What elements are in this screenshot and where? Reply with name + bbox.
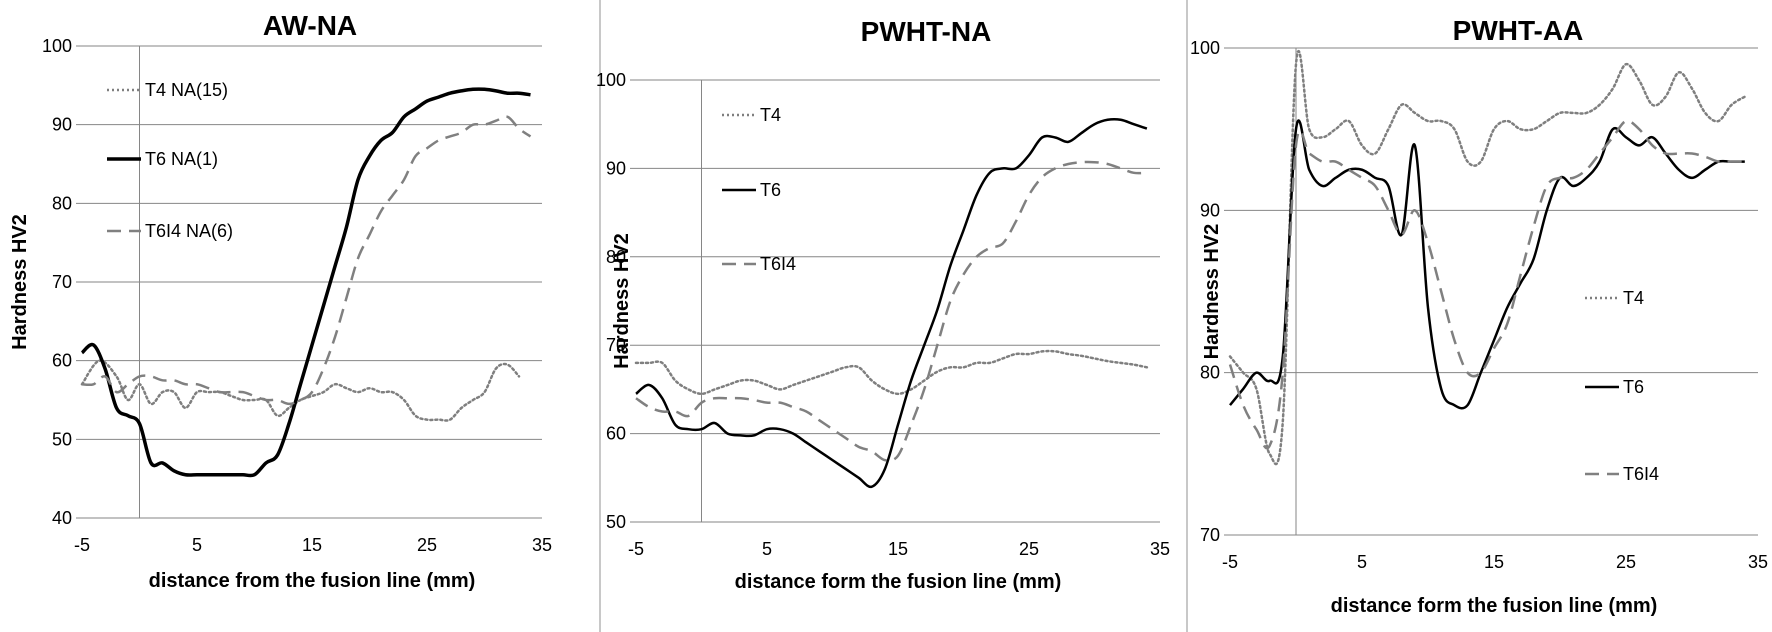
x-tick-label: 35 bbox=[1748, 552, 1768, 572]
chart-title: AW-NA bbox=[263, 10, 357, 41]
series-line-t4 bbox=[1228, 50, 1747, 466]
y-tick-label: 90 bbox=[52, 115, 72, 135]
legend: T4 T6 T6I4 bbox=[1585, 288, 1659, 484]
series-line-t6i4 bbox=[635, 160, 1147, 462]
y-tick-label: 70 bbox=[1200, 525, 1220, 545]
y-tick-label: 60 bbox=[52, 351, 72, 371]
chart-panel-2: 50 60 70 80 90 100 -5 5 15 25 35 PWHT-NA distance fo… bbox=[596, 16, 1170, 593]
y-tick-label: 70 bbox=[52, 272, 72, 292]
chart-title: PWHT-NA bbox=[861, 16, 992, 47]
y-axis-title: Hardness HV2 bbox=[611, 233, 633, 369]
legend-label: T4 NA(15) bbox=[145, 80, 228, 100]
y-tick-label: 40 bbox=[52, 508, 72, 528]
legend-label: T6 bbox=[1623, 377, 1644, 397]
x-tick-label: 35 bbox=[1150, 539, 1170, 559]
y-tick-label: 80 bbox=[52, 193, 72, 213]
chart-title: PWHT-AA bbox=[1453, 15, 1584, 46]
series-line-t4 bbox=[634, 349, 1149, 396]
y-tick-label: 100 bbox=[42, 36, 72, 56]
legend-label: T6 NA(1) bbox=[145, 149, 218, 169]
series-line-t6 bbox=[635, 117, 1148, 489]
series-line-t6-na-1 bbox=[80, 87, 531, 478]
x-tick-label: 15 bbox=[888, 539, 908, 559]
x-axis-title: distance form the fusion line (mm) bbox=[735, 571, 1062, 593]
series-line-t6 bbox=[1229, 119, 1745, 410]
x-tick-label: -5 bbox=[628, 539, 644, 559]
chart-panel-1: 40 50 60 70 80 90 100 -5 5 15 25 35 AW-NA distance fr… bbox=[9, 10, 552, 592]
x-tick-label: 25 bbox=[1019, 539, 1039, 559]
x-tick-label: 5 bbox=[762, 539, 772, 559]
x-tick-label: -5 bbox=[1222, 552, 1238, 572]
y-axis-title: Hardness HV2 bbox=[9, 214, 31, 350]
series-line-t6i4 bbox=[1228, 119, 1745, 450]
x-tick-label: 25 bbox=[417, 535, 437, 555]
x-tick-label: 15 bbox=[1484, 552, 1504, 572]
legend-label: T6 bbox=[760, 180, 781, 200]
legend-label: T6I4 NA(6) bbox=[145, 221, 233, 241]
legend-label: T6I4 bbox=[1623, 464, 1659, 484]
legend-label: T4 bbox=[760, 105, 781, 125]
y-tick-label: 90 bbox=[1200, 200, 1220, 220]
legend-label: T4 bbox=[1623, 288, 1644, 308]
y-tick-label: 100 bbox=[596, 70, 626, 90]
x-axis-title: distance form the fusion line (mm) bbox=[1331, 595, 1658, 617]
y-tick-label: 80 bbox=[606, 247, 626, 267]
series-line-t6i4-na-6 bbox=[81, 115, 532, 406]
x-tick-label: 5 bbox=[1357, 552, 1367, 572]
y-tick-label: 100 bbox=[1190, 38, 1220, 58]
legend: T4 T6 T6I4 bbox=[722, 105, 796, 274]
y-tick-label: 90 bbox=[606, 158, 626, 178]
legend-label: T6I4 bbox=[760, 254, 796, 274]
y-tick-label: 50 bbox=[52, 429, 72, 449]
x-tick-label: 25 bbox=[1616, 552, 1636, 572]
x-tick-label: 15 bbox=[302, 535, 322, 555]
y-axis-title: Hardness HV2 bbox=[1201, 224, 1223, 360]
y-tick-label: 50 bbox=[606, 512, 626, 532]
x-axis-title: distance from the fusion line (mm) bbox=[149, 570, 476, 592]
x-tick-label: -5 bbox=[74, 535, 90, 555]
chart-panel-3: 70 80 90 100 -5 5 15 25 35 PWHT-AA distance form t… bbox=[1190, 15, 1768, 617]
x-tick-label: 35 bbox=[532, 535, 552, 555]
y-tick-label: 70 bbox=[606, 335, 626, 355]
x-tick-label: 5 bbox=[192, 535, 202, 555]
y-tick-label: 80 bbox=[1200, 363, 1220, 383]
y-tick-label: 60 bbox=[606, 424, 626, 444]
legend: T4 NA(15) T6 NA(1) T6I4 NA(6) bbox=[107, 80, 233, 241]
